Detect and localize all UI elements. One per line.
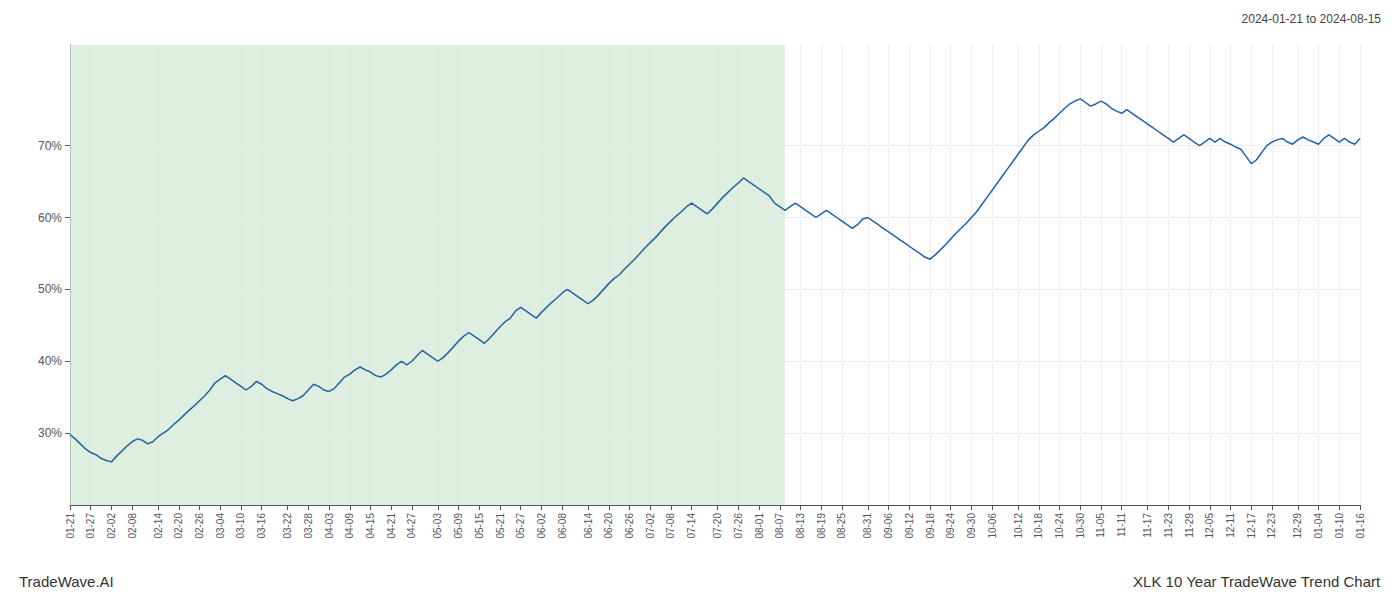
svg-text:11-05: 11-05: [1095, 513, 1106, 538]
svg-text:01-10: 01-10: [1334, 513, 1345, 539]
svg-text:08-25: 08-25: [836, 513, 847, 539]
svg-text:60%: 60%: [38, 211, 62, 225]
svg-text:12-11: 12-11: [1225, 513, 1236, 538]
svg-text:02-20: 02-20: [173, 513, 184, 539]
svg-text:03-22: 03-22: [282, 513, 293, 539]
svg-text:09-12: 09-12: [904, 513, 915, 539]
svg-text:07-14: 07-14: [686, 513, 697, 539]
svg-text:07-08: 07-08: [665, 513, 676, 539]
svg-text:10-12: 10-12: [1013, 513, 1024, 539]
svg-text:01-27: 01-27: [85, 513, 96, 539]
svg-text:10-30: 10-30: [1075, 513, 1086, 539]
svg-text:02-02: 02-02: [106, 513, 117, 539]
svg-text:01-16: 01-16: [1355, 513, 1366, 539]
svg-text:05-09: 05-09: [453, 513, 464, 539]
svg-text:06-26: 06-26: [624, 513, 635, 539]
svg-text:09-30: 09-30: [966, 513, 977, 539]
svg-text:04-21: 04-21: [386, 513, 397, 539]
svg-text:10-24: 10-24: [1054, 513, 1065, 539]
svg-text:11-17: 11-17: [1142, 513, 1153, 538]
svg-text:05-27: 05-27: [515, 513, 526, 539]
svg-text:02-26: 02-26: [194, 513, 205, 539]
svg-text:08-19: 08-19: [816, 513, 827, 539]
svg-text:09-06: 09-06: [883, 513, 894, 539]
svg-text:10-18: 10-18: [1033, 513, 1044, 539]
svg-text:02-14: 02-14: [153, 513, 164, 539]
svg-text:11-23: 11-23: [1163, 513, 1174, 538]
svg-text:04-09: 04-09: [344, 513, 355, 539]
svg-text:03-28: 03-28: [303, 513, 314, 539]
svg-text:01-04: 01-04: [1313, 513, 1324, 539]
svg-text:06-14: 06-14: [583, 513, 594, 539]
svg-text:05-15: 05-15: [474, 513, 485, 539]
svg-text:08-31: 08-31: [862, 513, 873, 539]
svg-text:09-24: 09-24: [945, 513, 956, 539]
svg-text:01-21: 01-21: [65, 513, 76, 539]
svg-text:07-20: 07-20: [712, 513, 723, 539]
svg-text:50%: 50%: [38, 282, 62, 296]
svg-text:06-08: 06-08: [557, 513, 568, 539]
svg-text:12-23: 12-23: [1266, 513, 1277, 539]
svg-text:10-06: 10-06: [987, 513, 998, 539]
svg-text:03-16: 03-16: [256, 513, 267, 539]
svg-text:09-18: 09-18: [925, 513, 936, 539]
svg-text:08-07: 08-07: [774, 513, 785, 539]
svg-text:04-15: 04-15: [365, 513, 376, 539]
svg-text:70%: 70%: [38, 139, 62, 153]
svg-text:03-04: 03-04: [215, 513, 226, 539]
svg-text:2024-01-21 to 2024-08-15: 2024-01-21 to 2024-08-15: [1242, 12, 1382, 26]
svg-text:04-03: 04-03: [324, 513, 335, 539]
svg-text:07-26: 07-26: [733, 513, 744, 539]
svg-text:06-02: 06-02: [536, 513, 547, 539]
svg-text:TradeWave.AI: TradeWave.AI: [19, 573, 114, 590]
svg-text:08-13: 08-13: [795, 513, 806, 539]
svg-text:40%: 40%: [38, 354, 62, 368]
svg-text:11-29: 11-29: [1184, 513, 1195, 538]
svg-text:11-11: 11-11: [1116, 513, 1127, 538]
svg-text:05-03: 05-03: [432, 513, 443, 539]
svg-text:03-10: 03-10: [235, 513, 246, 539]
svg-text:04-27: 04-27: [406, 513, 417, 539]
svg-text:02-08: 02-08: [127, 513, 138, 539]
svg-text:30%: 30%: [38, 426, 62, 440]
svg-text:08-01: 08-01: [754, 513, 765, 539]
svg-text:06-20: 06-20: [603, 513, 614, 539]
svg-text:12-17: 12-17: [1246, 513, 1257, 539]
svg-text:12-05: 12-05: [1204, 513, 1215, 539]
svg-text:07-02: 07-02: [645, 513, 656, 539]
svg-text:12-29: 12-29: [1292, 513, 1303, 539]
svg-text:05-21: 05-21: [495, 513, 506, 539]
svg-text:XLK 10 Year TradeWave Trend Ch: XLK 10 Year TradeWave Trend Chart: [1133, 573, 1381, 590]
